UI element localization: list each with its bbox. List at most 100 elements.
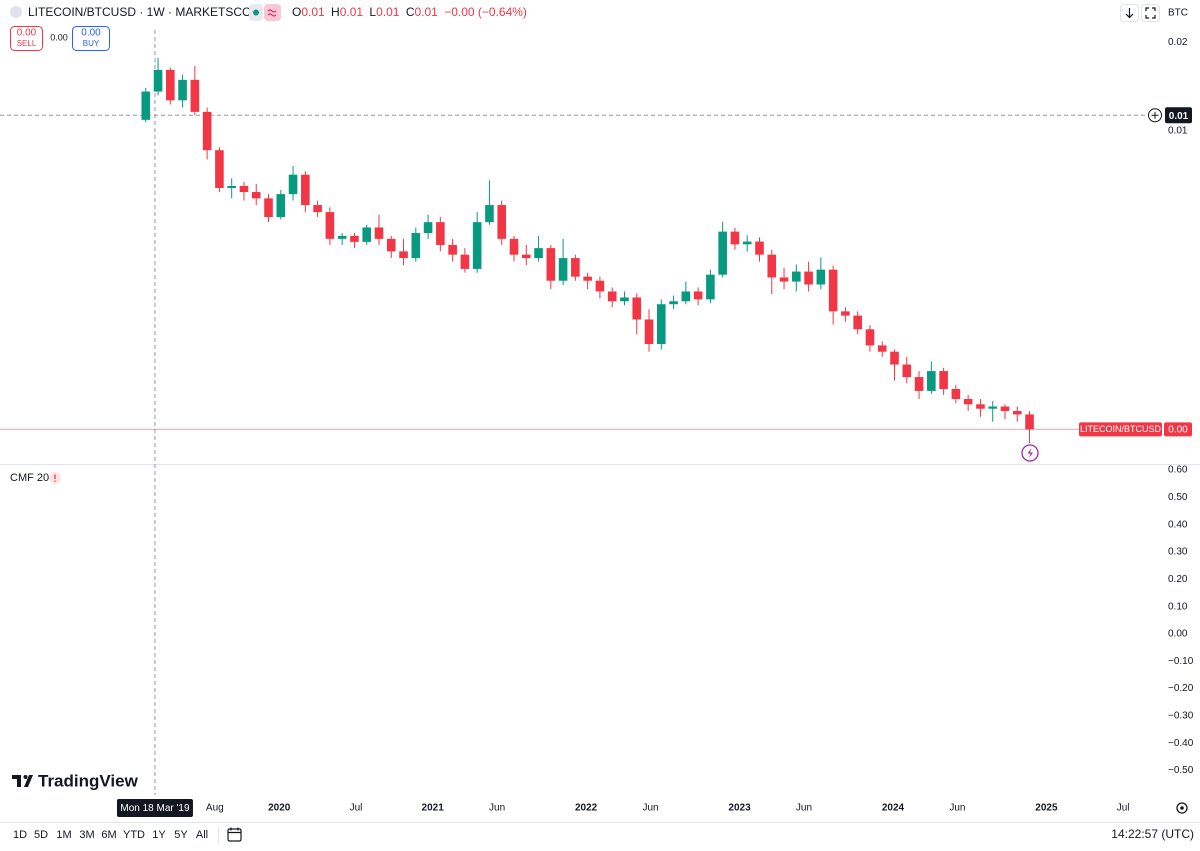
settings-button[interactable]	[1176, 802, 1188, 814]
candle-body	[656, 304, 666, 345]
clock[interactable]: 14:22:57 (UTC)	[1111, 827, 1194, 841]
range-button[interactable]: 1D	[13, 829, 27, 841]
x-tick-label: 2023	[728, 803, 751, 814]
data-delay[interactable]	[264, 4, 281, 21]
fullscreen-button[interactable]	[1141, 4, 1160, 22]
candle-body	[816, 269, 826, 285]
candle-body	[669, 301, 678, 305]
candle-body	[362, 227, 371, 242]
x-tick-label: Jul	[1117, 803, 1130, 814]
candle-body	[239, 185, 249, 193]
x-tick-label: Jun	[489, 803, 505, 814]
range-button[interactable]: All	[196, 829, 208, 841]
ohlc-value: 0.01	[340, 5, 364, 19]
candle-body	[841, 311, 850, 316]
x-tick-label: Jun	[642, 803, 658, 814]
x-tick-label: 2021	[422, 803, 445, 814]
candle-body	[804, 271, 813, 285]
range-button[interactable]: 3M	[79, 829, 94, 841]
candle-body	[877, 345, 887, 352]
download-icon	[1125, 8, 1134, 19]
x-tick-label: 2024	[882, 803, 905, 814]
y-tick-label: 0.02	[1168, 37, 1188, 48]
candle-body	[681, 291, 691, 302]
x-tick-label: 2022	[575, 803, 598, 814]
x-tick-label: 2025	[1035, 803, 1058, 814]
crosshair-x-label: Mon 18 Mar '19	[120, 803, 190, 814]
range-button[interactable]: YTD	[123, 829, 145, 841]
candle-body	[865, 329, 875, 346]
candle-body	[153, 69, 163, 92]
logo-dot	[23, 775, 28, 779]
candle-body	[546, 248, 556, 281]
candle-body	[632, 297, 642, 320]
candle-body	[399, 251, 408, 259]
candle-body	[497, 205, 507, 239]
candle-body	[988, 406, 998, 409]
candle-body	[583, 276, 592, 281]
range-button[interactable]: 1M	[56, 829, 71, 841]
y-tick-label: 0.30	[1168, 547, 1188, 558]
x-tick-label: Aug	[206, 803, 224, 814]
candle-body	[607, 291, 617, 302]
range-button[interactable]: 5Y	[174, 829, 188, 841]
candle-body	[939, 371, 948, 389]
x-tick-label: Jun	[949, 803, 965, 814]
crosshair-y-label: 0.01	[1169, 111, 1189, 122]
buy-label: BUY	[83, 39, 100, 48]
range-button[interactable]: 1Y	[152, 829, 166, 841]
candle-body	[460, 254, 470, 269]
y-tick-label: 0.20	[1168, 574, 1188, 585]
sell-button[interactable]	[10, 26, 43, 51]
candle-body	[485, 205, 494, 223]
candle-body	[1012, 410, 1022, 415]
candle-body	[350, 235, 359, 242]
candle-body	[755, 241, 764, 255]
candle-body	[706, 274, 715, 300]
y-tick-label: 0.50	[1168, 492, 1188, 503]
y-tick-label: −0.30	[1168, 710, 1194, 721]
buy-button[interactable]	[72, 26, 110, 51]
range-button[interactable]: 5D	[34, 829, 48, 841]
change: −0.00 (−0.64%)	[444, 5, 527, 19]
candle-body	[792, 271, 801, 282]
spread: 0.00	[50, 32, 68, 42]
status-dot	[253, 9, 259, 16]
currency[interactable]: BTC	[1168, 8, 1188, 19]
candle-body	[927, 371, 936, 391]
y-tick-label: 0.00	[1168, 629, 1188, 640]
candle-body	[423, 222, 433, 234]
goto-date-button[interactable]	[227, 828, 242, 842]
logo-text[interactable]: TradingView	[38, 771, 139, 790]
crosshair-y-box	[1165, 107, 1192, 124]
candle-body	[386, 238, 396, 252]
settings-icon	[1180, 806, 1184, 810]
candle-body	[951, 388, 961, 399]
candle-body	[190, 79, 200, 112]
symbol-badge	[1079, 422, 1162, 437]
range-button[interactable]: 6M	[101, 829, 116, 841]
crosshair-x-box	[116, 799, 193, 817]
symbol-title[interactable]: LITECOIN/BTCUSD · 1W · MARKETSCOM	[28, 5, 261, 19]
candle-body	[251, 192, 261, 199]
candle-body	[276, 194, 286, 218]
candle-body	[141, 91, 151, 120]
logo-mark	[12, 775, 33, 787]
range-bar: 1D 5D 1M 3M 6M YTD 1Y 5Y All	[13, 829, 208, 841]
candle-body	[644, 319, 654, 345]
candle-body	[595, 280, 605, 292]
candle-body	[374, 227, 384, 239]
candle-body	[534, 248, 543, 259]
indicator-title[interactable]: CMF 20	[10, 472, 49, 484]
y-tick-label: 0.01	[1168, 126, 1188, 137]
candle-body	[620, 297, 629, 302]
price-badge	[1164, 422, 1192, 437]
x-tick-label: Jun	[796, 803, 812, 814]
sell-price: 0.00	[17, 28, 37, 39]
candle-body	[166, 69, 175, 101]
candle-body	[914, 377, 924, 391]
ohlc-value: 0.01	[414, 5, 438, 19]
calendar-icon	[228, 827, 241, 834]
candle-body	[202, 111, 212, 151]
